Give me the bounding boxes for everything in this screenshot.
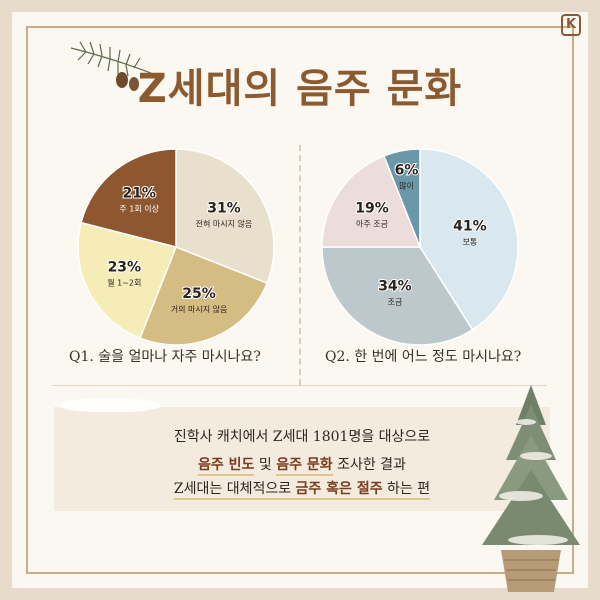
slice-percent-label: 23% [108,259,142,275]
pie-slice-4 [382,148,421,248]
pie-chart-amount: 41% 보통 34% 조금 19% 아주 조금 6% 많이 [321,148,519,346]
summary-box [54,407,550,511]
summary-line-1: 진학사 캐치에서 Z세대 1801명을 대상으로 [173,429,431,445]
slice-percent-label: 25% [182,286,216,302]
slice-category-label: 많이 [399,180,414,190]
section-divider [52,385,547,386]
slice-category-label: 주 1회 이상 [119,204,159,214]
question-2: Q2. 한 번에 어느 정도 마시나요? [325,349,522,365]
slice-category-label: 조금 [388,298,403,307]
slice-percent-label: 19% [355,200,389,216]
page-title: Z세대의 음주 문화 [137,66,463,112]
pie-slice-1 [175,148,275,285]
summary-text-and: 및 [254,457,277,473]
pine-branch-icon [70,41,152,91]
highlight-abstinence: 금주 혹은 절주 [295,481,383,500]
pie-slice-2 [321,246,474,346]
slice-category-label: 보통 [463,237,478,246]
summary-text-tendency: 하는 편 [382,481,431,500]
summary-text-result: 조사한 결과 [332,457,406,473]
slice-percent-label: 41% [453,218,487,234]
pie-slice-4 [80,148,177,248]
christmas-tree-icon [482,385,580,592]
question-1: Q1. 술을 얼마나 자주 마시나요? [69,349,261,365]
highlight-drinking-frequency: 음주 빈도 [198,457,255,476]
summary-text-genz: Z세대는 대체적으로 [173,481,296,500]
slice-percent-label: 31% [207,200,241,216]
card-frame [26,26,574,574]
pie-slice-2 [138,246,269,346]
snow-decoration [60,398,160,412]
slice-percent-label: 6% [395,162,419,178]
slice-percent-label: 21% [122,186,156,202]
brand-logo: K [561,14,581,36]
slice-category-label: 전혀 마시지 않음 [196,218,253,228]
pie-slice-3 [321,154,422,248]
slice-category-label: 아주 조금 [356,218,388,228]
slice-category-label: 월 1~2회 [107,277,141,287]
pie-slice-3 [77,221,178,340]
summary-line-2: 음주 빈도 및 음주 문화 조사한 결과 [54,454,550,476]
slice-percent-label: 34% [378,279,412,295]
pie-chart-frequency: 31% 전혀 마시지 않음 25% 거의 마시지 않음 23% 월 1~2회 21% 주 1회… [77,148,275,346]
summary-line-3: Z세대는 대체적으로 금주 혹은 절주 하는 편 [54,478,550,500]
highlight-drinking-culture: 음주 문화 [276,457,333,476]
chart-divider [299,145,301,385]
slice-category-label: 거의 마시지 않음 [171,304,228,314]
